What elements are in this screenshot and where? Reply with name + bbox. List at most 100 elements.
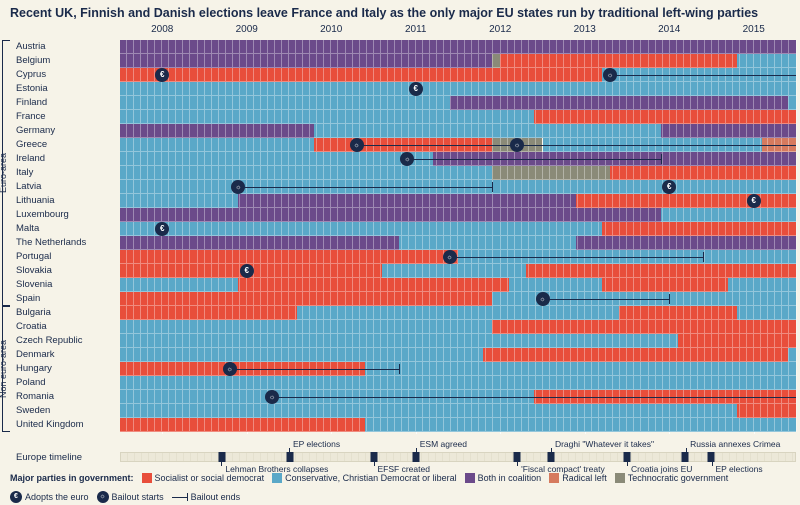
country-label: Germany [16, 124, 55, 138]
legend-item-bailout-end: Bailout ends [172, 492, 241, 502]
timeline-event-marker [286, 452, 293, 462]
bailout-line [272, 397, 796, 398]
row-grid [120, 404, 796, 418]
country-label: Malta [16, 222, 39, 236]
country-label: Bulgaria [16, 306, 51, 320]
row-grid [120, 222, 796, 236]
row-grid [120, 278, 796, 292]
timeline-connector [627, 462, 628, 466]
timeline-event-marker [547, 452, 554, 462]
country-label: Luxembourg [16, 208, 69, 222]
timeline-event-label: Russia annexes Crimea [690, 439, 780, 449]
bailout-end [703, 252, 704, 262]
country-label: Latvia [16, 180, 41, 194]
country-label: Denmark [16, 348, 55, 362]
bailout-marker: ☼ [350, 138, 364, 152]
country-row [120, 334, 796, 348]
legend-label: Conservative, Christian Democrat or libe… [285, 473, 457, 483]
legend-label: Socialist or social democrat [155, 473, 265, 483]
country-label: Portugal [16, 250, 51, 264]
timeline-event-marker [412, 452, 419, 462]
country-row [120, 96, 796, 110]
euro-marker: € [747, 194, 761, 208]
country-row: €☼ [120, 68, 796, 82]
timeline-event-marker [513, 452, 520, 462]
group-label: Non euro-area [0, 340, 8, 398]
bailout-marker: ☼ [400, 152, 414, 166]
country-row [120, 124, 796, 138]
chart-area: 20082009201020112012201320142015 Austria… [0, 24, 800, 434]
row-grid [120, 40, 796, 54]
row-grid [120, 292, 796, 306]
row-grid [120, 236, 796, 250]
country-label: Finland [16, 96, 47, 110]
bailout-marker: ☼ [265, 390, 279, 404]
euro-marker: € [662, 180, 676, 194]
timeline-event-marker [623, 452, 630, 462]
country-label: Italy [16, 166, 33, 180]
country-label: Estonia [16, 82, 48, 96]
year-header: 20082009201020112012201320142015 [120, 24, 796, 40]
bailout-icon: ☼ [97, 491, 109, 503]
euro-marker: € [155, 68, 169, 82]
legend-item: Socialist or social democrat [142, 473, 265, 483]
year-label: 2015 [743, 24, 765, 35]
legend-title: Major parties in government: [10, 473, 134, 483]
timeline-connector [712, 462, 713, 466]
row-grid [120, 110, 796, 124]
timeline-event-label: EP elections [293, 439, 340, 449]
country-label: Czech Republic [16, 334, 83, 348]
legend-label: Both in coalition [478, 473, 542, 483]
row-grid [120, 418, 796, 432]
legend-item-bailout: ☼Bailout starts [97, 491, 164, 503]
country-label: Sweden [16, 404, 50, 418]
bailout-end [661, 154, 662, 164]
legend: Major parties in government: Socialist or… [10, 473, 790, 503]
legend-label: Technocratic government [628, 473, 729, 483]
timeline-connector [551, 448, 552, 453]
year-label: 2013 [574, 24, 596, 35]
legend-item: Technocratic government [615, 473, 729, 483]
country-label: United Kingdom [16, 418, 84, 432]
timeline-event-marker [370, 452, 377, 462]
euro-marker: € [240, 264, 254, 278]
country-row: € [120, 264, 796, 278]
country-row [120, 320, 796, 334]
year-label: 2012 [489, 24, 511, 35]
bailout-marker: ☼ [603, 68, 617, 82]
country-row: ☼ [120, 362, 796, 376]
country-row [120, 208, 796, 222]
chart-grid: €☼€☼☼☼€☼€€☼€☼☼☼ [120, 40, 796, 434]
row-grid [120, 306, 796, 320]
bailout-line [230, 369, 399, 370]
country-label: Austria [16, 40, 46, 54]
legend-swatch [549, 473, 559, 483]
legend-item: Conservative, Christian Democrat or libe… [272, 473, 457, 483]
country-row [120, 278, 796, 292]
timeline-event-label: Draghi "Whatever it takes" [555, 439, 654, 449]
timeline-connector [221, 462, 222, 466]
timeline-event-marker [219, 452, 226, 462]
legend-label: Bailout starts [112, 492, 164, 502]
row-grid [120, 320, 796, 334]
timeline-connector [289, 448, 290, 453]
legend-label: Adopts the euro [25, 492, 89, 502]
legend-item-euro: €Adopts the euro [10, 491, 89, 503]
timeline-connector [517, 462, 518, 466]
timeline-connector [686, 448, 687, 453]
country-row [120, 54, 796, 68]
year-label: 2010 [320, 24, 342, 35]
country-row [120, 110, 796, 124]
bailout-end-icon [172, 492, 188, 502]
country-label: Poland [16, 376, 46, 390]
country-row: ☼ [120, 390, 796, 404]
row-grid [120, 376, 796, 390]
bailout-marker: ☼ [536, 292, 550, 306]
timeline-connector [374, 462, 375, 466]
country-row [120, 348, 796, 362]
timeline-event-marker [707, 452, 714, 462]
country-row [120, 376, 796, 390]
chart-title: Recent UK, Finnish and Danish elections … [0, 0, 800, 22]
timeline-event-label: ESM agreed [420, 439, 467, 449]
bailout-line [610, 75, 796, 76]
